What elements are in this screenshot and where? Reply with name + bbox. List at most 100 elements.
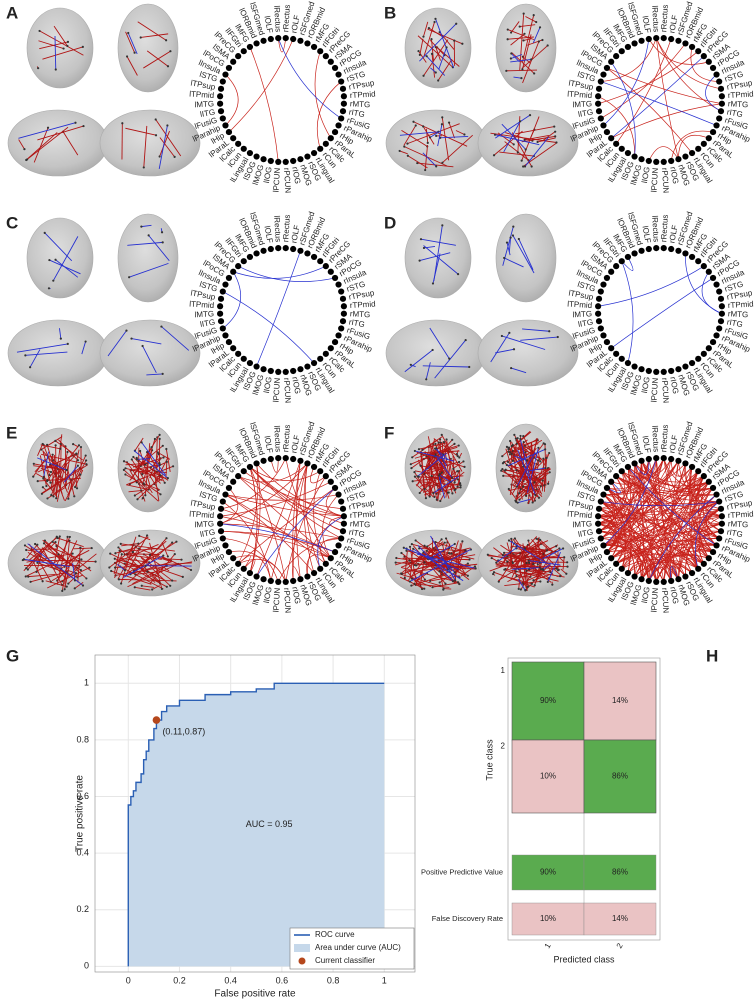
brain-node: [534, 494, 536, 496]
brain-node: [491, 557, 493, 559]
brain-node: [518, 238, 520, 240]
brain-node: [505, 469, 507, 471]
circle-node: [328, 555, 334, 561]
brain-node: [77, 465, 79, 467]
circle-node: [317, 356, 323, 362]
brain-node: [517, 151, 519, 153]
brain-node: [452, 468, 454, 470]
brain-node: [127, 32, 129, 34]
brain-node: [415, 539, 417, 541]
brain-node: [395, 557, 397, 559]
brain-node: [562, 547, 564, 549]
brain-node: [512, 460, 514, 462]
brain-node: [29, 581, 31, 583]
brain-node: [411, 456, 413, 458]
brain-node: [35, 571, 37, 573]
circle-node: [613, 561, 619, 567]
circle-node: [268, 368, 274, 374]
circle-node: [338, 498, 344, 504]
brain-node: [55, 68, 57, 70]
circle-node: [718, 506, 724, 512]
circle-node: [290, 36, 296, 42]
circle-node: [713, 491, 719, 497]
circle-node: [335, 542, 341, 548]
brain-node: [533, 72, 535, 74]
circle-node: [619, 468, 625, 474]
brain-node: [55, 444, 57, 446]
brain-node: [67, 582, 69, 584]
brain-node: [85, 463, 87, 465]
brain-node: [555, 545, 557, 547]
circle-node: [718, 296, 724, 302]
x-tick-label: 0: [126, 975, 131, 985]
brain-node: [423, 488, 425, 490]
brain-node: [409, 580, 411, 582]
circle-node: [706, 555, 712, 561]
panel-letter: F: [384, 423, 394, 442]
circle-node: [646, 246, 652, 252]
circle-node: [689, 360, 695, 366]
circle-node: [332, 129, 338, 135]
circle-node: [718, 108, 724, 114]
brain-node: [110, 570, 112, 572]
circle-node: [247, 464, 253, 470]
brain-node: [510, 367, 512, 369]
brain-node: [60, 338, 62, 340]
circle-node: [625, 570, 631, 576]
brain-node: [438, 570, 440, 572]
circle-node: [241, 258, 247, 264]
node-label: lRectus: [272, 5, 283, 32]
brain-node: [434, 443, 436, 445]
brain-node: [514, 537, 516, 539]
circle-node: [341, 513, 347, 519]
brain-node: [395, 562, 397, 564]
brain-node: [534, 584, 536, 586]
circle-node: [689, 464, 695, 470]
brain-node: [150, 446, 152, 448]
brain-node: [557, 569, 559, 571]
circle-node: [332, 65, 338, 71]
brain-node: [174, 156, 176, 158]
circle-node: [328, 59, 334, 65]
circle-node: [341, 303, 347, 309]
brain-node: [520, 488, 522, 490]
circle-node: [338, 535, 344, 541]
brain-node: [538, 497, 540, 499]
circle-node: [631, 250, 637, 256]
circle-node: [713, 542, 719, 548]
brain-node: [448, 122, 450, 124]
circle-node: [226, 549, 232, 555]
brain-node: [404, 577, 406, 579]
brain-node: [37, 67, 39, 69]
brain-node: [517, 502, 519, 504]
node-label: lRectus: [650, 5, 661, 32]
circle-connection: [601, 82, 717, 126]
x-tick-label: 0.2: [173, 975, 186, 985]
brain-node: [23, 148, 25, 150]
brain-node: [458, 461, 460, 463]
brain-node: [124, 473, 126, 475]
brain-node: [512, 562, 514, 564]
brain-node: [511, 445, 513, 447]
brain-node: [532, 563, 534, 565]
brain-node: [566, 566, 568, 568]
brain-node: [165, 39, 167, 41]
circle-node: [311, 360, 317, 366]
brain-node: [169, 50, 171, 52]
circle-node: [218, 528, 224, 534]
circle-node: [335, 281, 341, 287]
annotation: AUC = 0.95: [246, 819, 293, 829]
brain-node: [520, 588, 522, 590]
brain-node: [440, 538, 442, 540]
circle-node: [297, 458, 303, 464]
brain-node: [132, 456, 134, 458]
brain-node: [82, 584, 84, 586]
brain-node: [527, 559, 529, 561]
brain-node: [438, 474, 440, 476]
brain-node: [445, 46, 447, 48]
circle-node: [604, 339, 610, 345]
circle-node: [608, 135, 614, 141]
brain-node: [24, 354, 26, 356]
circle-node: [311, 254, 317, 260]
